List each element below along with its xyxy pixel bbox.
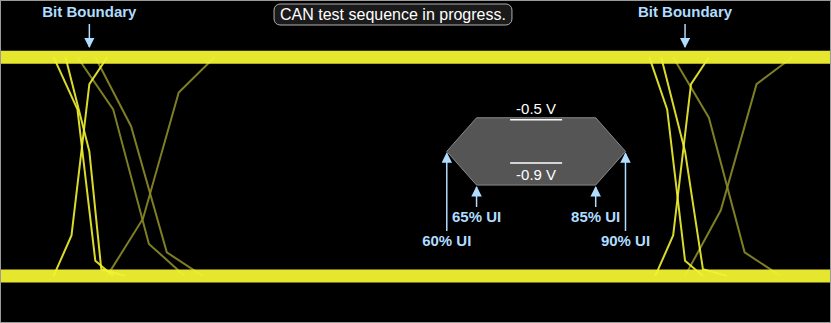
boundary-label: Bit Boundary: [42, 3, 137, 20]
status-box-frame: [274, 4, 512, 25]
eye-diagram: Bit Boundary Bit Boundary 60% UI 65% UI 85% …: [0, 0, 831, 323]
frame: [1, 1, 831, 323]
transition-trace: [95, 57, 202, 276]
background: [0, 0, 831, 323]
mask-y-label: -0.9 V: [516, 166, 556, 183]
title: CAN test sequence in progress.: [280, 6, 506, 23]
chart-container: Bit Boundary Bit Boundary 60% UI 65% UI 85% …: [0, 0, 831, 323]
mask-y-marker: [510, 119, 562, 121]
mask-y-marker: [510, 162, 562, 164]
plot-area: [0, 57, 831, 276]
annotations: Bit Boundary Bit Boundary 60% UI 65% UI 85% …: [42, 3, 733, 249]
boundary-arrow: [89, 24, 91, 47]
mask: [447, 118, 626, 185]
mask-x-label: 90% UI: [601, 232, 650, 249]
transition-trace: [54, 57, 114, 276]
transition-trace: [673, 57, 780, 276]
transition-trace: [655, 57, 709, 276]
mask-x-arrow: [595, 187, 597, 207]
mask-x-label: 60% UI: [422, 232, 471, 249]
mask-x-label: 85% UI: [571, 208, 620, 225]
mask-y-label: -0.5 V: [516, 100, 556, 117]
level-trace: [0, 269, 831, 282]
boundary-arrow: [684, 24, 686, 47]
level-trace: [0, 51, 831, 64]
boundary-label: Bit Boundary: [638, 3, 733, 20]
mask-x-label: 65% UI: [452, 208, 501, 225]
mask-x-arrow: [476, 187, 478, 207]
transition-trace: [661, 57, 727, 276]
transition-trace: [649, 57, 703, 276]
transition-trace: [66, 57, 126, 276]
transition-trace: [685, 57, 792, 276]
mask-x-arrow: [625, 153, 627, 231]
mask-x-arrow: [446, 153, 448, 231]
transition-trace: [107, 57, 214, 276]
status-box: CAN test sequence in progress.: [274, 4, 512, 25]
